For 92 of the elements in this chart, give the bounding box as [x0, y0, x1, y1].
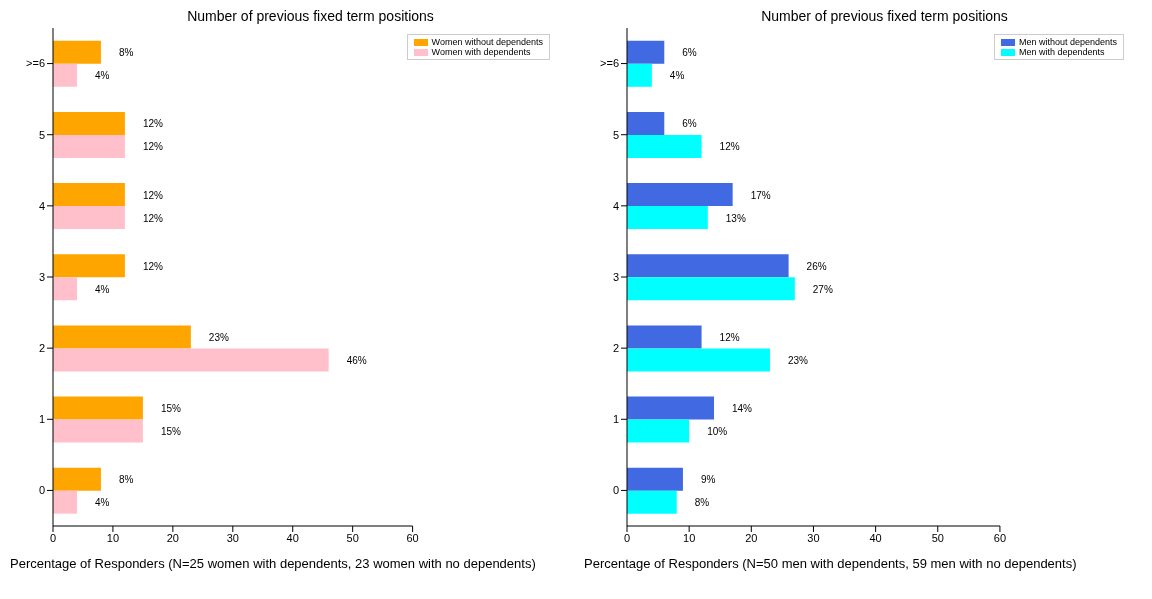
data-label: 12% — [142, 260, 164, 272]
data-label: 13% — [725, 212, 746, 224]
x-tick-label: 0 — [623, 531, 631, 544]
bar — [627, 277, 795, 301]
bar — [627, 63, 652, 87]
data-label: 27% — [812, 283, 833, 295]
data-label: 15% — [160, 426, 182, 438]
bar — [627, 490, 677, 514]
bar — [53, 111, 125, 135]
bar — [627, 40, 665, 64]
x-tick-label: 60 — [406, 531, 419, 544]
y-tick-label: 4 — [612, 199, 619, 212]
data-label: 8% — [118, 47, 134, 59]
x-tick-label: 20 — [166, 531, 179, 544]
y-tick-label: 3 — [38, 270, 45, 283]
y-tick-label: 3 — [612, 270, 619, 283]
chart-title: Number of previous fixed term positions — [186, 8, 435, 26]
data-label: 26% — [806, 260, 827, 272]
data-label: 4% — [94, 70, 110, 82]
y-tick-label: 5 — [612, 128, 619, 141]
bar — [627, 348, 770, 372]
x-tick-label: 50 — [346, 531, 359, 544]
data-label: 46% — [346, 354, 367, 366]
data-label: 4% — [669, 70, 685, 82]
data-label: 6% — [682, 47, 697, 59]
y-tick-label: >=6 — [26, 57, 45, 70]
y-tick-label: 2 — [612, 342, 619, 355]
bar — [627, 254, 789, 278]
x-tick-label: 30 — [226, 531, 239, 544]
y-tick-label: 1 — [612, 413, 619, 426]
x-tick-label: 0 — [49, 531, 57, 544]
data-label: 12% — [142, 189, 164, 201]
x-tick-label: 50 — [931, 531, 944, 544]
bar — [627, 419, 690, 443]
legend-label: Women without dependents — [431, 37, 543, 47]
x-tick-label: 40 — [869, 531, 882, 544]
x-axis-title: Percentage of Responders (N=25 women with dependents, 23 women with no dependents) — [10, 556, 537, 571]
data-label: 12% — [142, 141, 164, 153]
bar — [53, 467, 101, 491]
data-label: 6% — [682, 118, 697, 130]
legend-label: Women with dependents — [431, 47, 531, 57]
bar — [627, 206, 708, 230]
data-label: 4% — [94, 283, 110, 295]
bar — [627, 183, 733, 207]
y-tick-label: 0 — [38, 484, 45, 497]
bar — [53, 490, 77, 514]
data-label: 12% — [142, 118, 164, 130]
data-label: 4% — [94, 497, 110, 509]
data-label: 12% — [719, 141, 740, 153]
data-label: 23% — [787, 354, 809, 366]
legend-label: Men without dependents — [1018, 37, 1117, 47]
bar — [627, 467, 683, 491]
y-tick-label: >=6 — [600, 57, 619, 70]
chart-title: Number of previous fixed term positions — [760, 8, 1009, 26]
x-tick-label: 20 — [745, 531, 758, 544]
data-label: 8% — [694, 497, 710, 509]
x-tick-label: 30 — [807, 531, 820, 544]
bar — [53, 134, 125, 158]
bar — [53, 419, 143, 443]
data-label: 8% — [118, 474, 134, 486]
y-tick-label: 5 — [38, 128, 45, 141]
x-tick-label: 10 — [683, 531, 696, 544]
data-label: 15% — [160, 403, 182, 415]
bar — [53, 183, 125, 207]
data-label: 9% — [700, 474, 716, 486]
y-tick-label: 1 — [38, 413, 45, 426]
x-tick-label: 60 — [993, 531, 1007, 544]
bar — [627, 134, 702, 158]
bar — [53, 396, 143, 420]
bar — [53, 254, 125, 278]
x-tick-label: 10 — [106, 531, 120, 544]
bar — [53, 348, 329, 372]
data-label: 23% — [208, 331, 229, 343]
x-tick-label: 40 — [286, 531, 299, 544]
data-label: 12% — [719, 331, 740, 343]
bar — [627, 396, 715, 420]
data-label: 17% — [750, 189, 771, 201]
bar — [53, 325, 191, 349]
bar — [53, 63, 77, 87]
bar — [627, 111, 665, 135]
legend-label: Men with dependents — [1018, 47, 1105, 57]
bar — [53, 277, 77, 301]
y-tick-label: 0 — [612, 484, 619, 497]
data-label: 10% — [707, 426, 728, 438]
data-label: 12% — [142, 212, 164, 224]
y-tick-label: 4 — [38, 199, 45, 212]
x-axis-title: Percentage of Responders (N=50 men with dependents, 59 men with no dependents) — [584, 556, 1078, 571]
bar — [53, 206, 125, 230]
bar — [53, 40, 101, 64]
y-tick-label: 2 — [38, 342, 45, 355]
data-label: 14% — [732, 403, 753, 415]
bar — [627, 325, 702, 349]
